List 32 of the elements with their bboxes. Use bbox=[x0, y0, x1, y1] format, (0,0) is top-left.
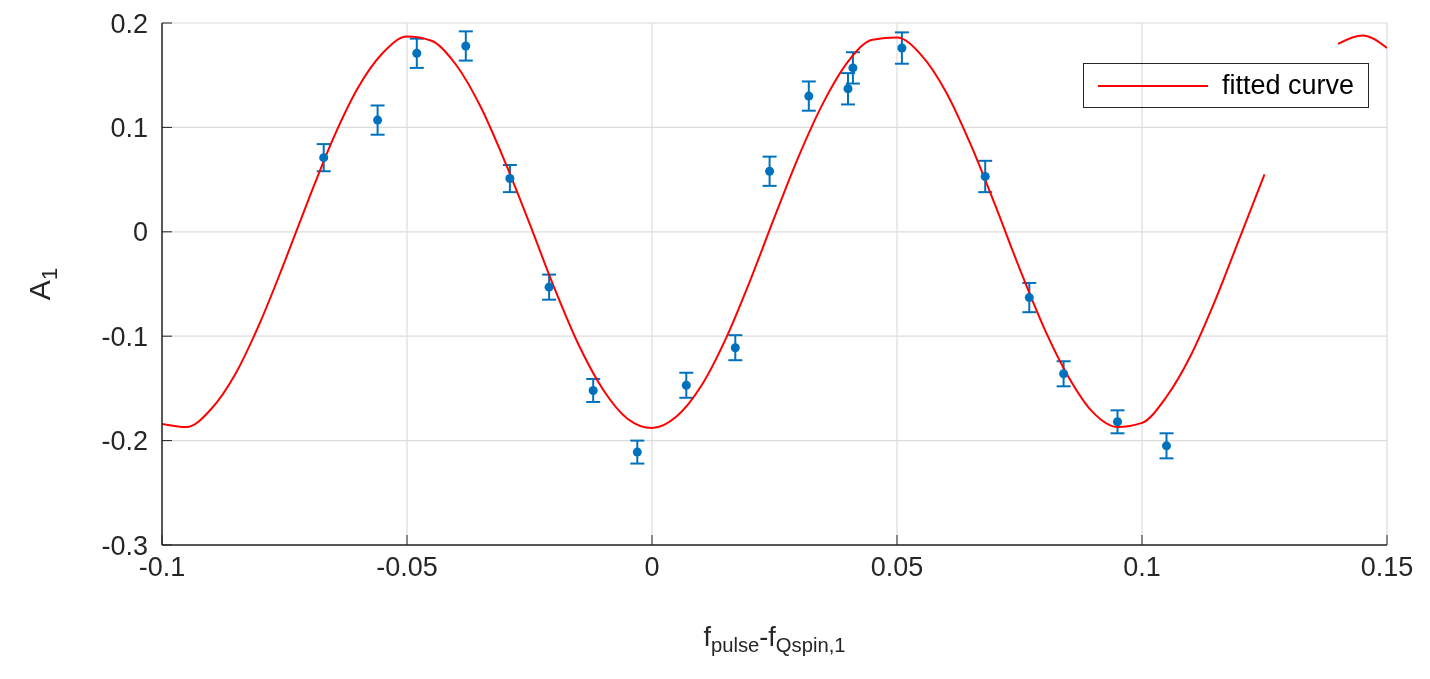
y-tick-label: -0.2 bbox=[101, 426, 148, 457]
point bbox=[505, 174, 515, 184]
point bbox=[980, 171, 990, 181]
point bbox=[588, 385, 598, 395]
point bbox=[681, 380, 691, 390]
point bbox=[1161, 441, 1172, 451]
y-tick-label: 0.2 bbox=[110, 8, 148, 39]
point bbox=[1059, 369, 1069, 379]
point bbox=[632, 447, 642, 457]
x-tick-label: 0.1 bbox=[1123, 552, 1161, 583]
y-tick-label: 0 bbox=[132, 217, 148, 248]
point bbox=[412, 48, 422, 58]
point bbox=[461, 41, 471, 51]
x-tick-label: 0 bbox=[644, 552, 660, 583]
point bbox=[730, 343, 740, 353]
point bbox=[1024, 293, 1034, 303]
point bbox=[1112, 417, 1123, 427]
point bbox=[804, 91, 814, 101]
x-tick-label: 0.05 bbox=[870, 552, 924, 583]
point bbox=[843, 84, 853, 94]
x-tick-label: -0.05 bbox=[376, 552, 438, 583]
point bbox=[373, 115, 383, 125]
point bbox=[848, 63, 858, 73]
y-tick-label: 0.1 bbox=[110, 112, 148, 143]
point bbox=[765, 166, 775, 176]
legend-label: fitted curve bbox=[1221, 70, 1354, 100]
x-tick-label: 0.15 bbox=[1360, 552, 1414, 583]
point bbox=[544, 282, 554, 292]
x-axis-title: f$_{pulse}$-f$_{Qspin,1}$ bbox=[703, 622, 846, 656]
point bbox=[319, 153, 329, 163]
y-tick-label: -0.1 bbox=[101, 321, 148, 352]
point bbox=[897, 43, 907, 53]
